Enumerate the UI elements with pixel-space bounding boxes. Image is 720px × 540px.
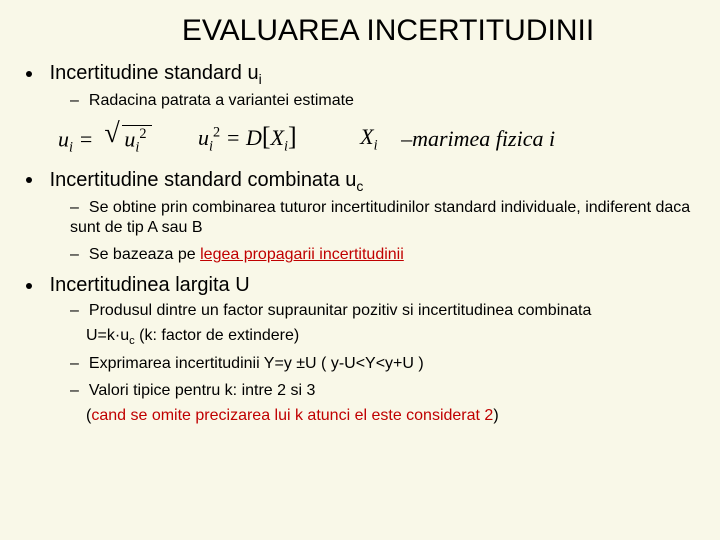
sub-produs-formula: U=k·uc (k: factor de extindere): [86, 326, 692, 349]
dash-icon: –: [70, 246, 79, 263]
sub-produs: –Produsul dintre un factor supraunitar p…: [70, 301, 692, 322]
formula-row: ui = ui2 ui2 = D[Xi] Xi –marimea fizica …: [58, 122, 692, 157]
sub-radacina: –Radacina patrata a variantei estimate: [70, 91, 692, 112]
dash-icon: –: [70, 302, 79, 319]
heading-subscript: i: [259, 71, 262, 87]
heading-text: Incertitudinea largita U: [50, 274, 250, 296]
sub-text-a: Se bazeaza pe: [89, 246, 200, 263]
formula-lhs: ui = ui2: [58, 122, 152, 157]
formula-ukuc: U=k·u: [86, 327, 129, 344]
dash-icon: –: [70, 199, 79, 216]
link-legea-propagarii[interactable]: legea propagarii incertitudinii: [200, 246, 404, 263]
dash-icon: –: [70, 355, 79, 372]
sub-exprimarea: –Exprimarea incertitudinii Y=y ±U ( y-U<…: [70, 354, 692, 375]
bullet-largita: Incertitudinea largita U: [28, 274, 692, 297]
dash-icon: –: [70, 92, 79, 109]
formula-xi: Xi: [360, 124, 377, 154]
paren-close: ): [493, 407, 498, 424]
sub-text: Se obtine prin combinarea tuturor incert…: [70, 199, 690, 237]
formula-mid: ui2 = D[Xi]: [198, 122, 297, 155]
slide-title: EVALUAREA INCERTITUDINII: [84, 14, 692, 48]
heading-text: Incertitudine standard combinata u: [50, 169, 357, 191]
sub-combinare: –Se obtine prin combinarea tuturor incer…: [70, 198, 692, 240]
formula-desc: –marimea fizica i: [401, 126, 555, 152]
heading-subscript: c: [356, 178, 363, 194]
sub-text: Produsul dintre un factor supraunitar po…: [89, 302, 592, 319]
heading-text: Incertitudine standard u: [50, 62, 259, 84]
sub-valori-note: (cand se omite precizarea lui k atunci e…: [86, 406, 692, 427]
dash-icon: –: [70, 382, 79, 399]
bullet-dot-icon: [26, 283, 32, 289]
sub-legea: –Se bazeaza pe legea propagarii incertit…: [70, 245, 692, 266]
sub-text-a: Valori tipice pentru k: intre 2 si 3: [89, 382, 315, 399]
sub-text: Radacina patrata a variantei estimate: [89, 92, 354, 109]
bullet-dot-icon: [26, 177, 32, 183]
formula-k-factor: (k: factor de extindere): [135, 327, 300, 344]
bullet-dot-icon: [26, 71, 32, 77]
bullet-incertitudine-standard: Incertitudine standard ui: [28, 62, 692, 87]
sub-valori-tipice: –Valori tipice pentru k: intre 2 si 3: [70, 381, 692, 402]
note-red: cand se omite precizarea lui k atunci el…: [91, 407, 493, 424]
bullet-combinata: Incertitudine standard combinata uc: [28, 169, 692, 194]
sub-text: Exprimarea incertitudinii Y=y ±U ( y-U<Y…: [89, 355, 424, 372]
